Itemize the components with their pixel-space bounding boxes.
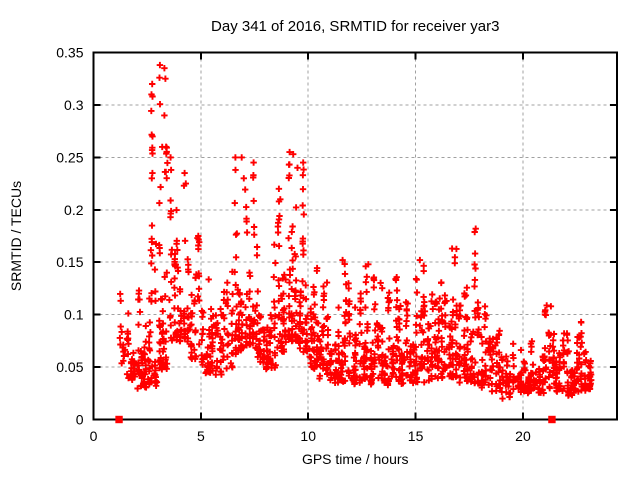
- tick-labels: 0 5 10 15 20 0 0.05 0.1 0.15 0.2 0.25 0.3 0.35: [56, 45, 531, 445]
- y-tick-label: 0.3: [64, 97, 84, 113]
- plot-frame: [92, 51, 618, 421]
- x-tick-label: 20: [515, 428, 531, 444]
- flag-square: [548, 415, 556, 424]
- axis-ticks: [92, 51, 617, 421]
- y-tick-label: 0.15: [56, 254, 83, 270]
- chart-title: Day 341 of 2016, SRMTID for receiver yar…: [211, 18, 499, 35]
- y-axis-label: SRMTID / TECUs: [8, 181, 24, 291]
- x-tick-label: 10: [300, 428, 316, 444]
- grid-lines: [93, 52, 617, 420]
- scatter-plus-markers: [116, 61, 595, 402]
- y-tick-label: 0.1: [64, 307, 84, 323]
- flag-square: [115, 415, 123, 424]
- x-tick-label: 15: [408, 428, 424, 444]
- scatter-series-srmtid: [116, 61, 595, 402]
- y-tick-label: 0: [76, 412, 84, 428]
- y-tick-label: 0.2: [64, 202, 84, 218]
- x-axis-label: GPS time / hours: [302, 451, 409, 467]
- x-tick-label: 5: [197, 428, 205, 444]
- x-tick-label: 0: [90, 428, 98, 444]
- y-tick-label: 0.35: [56, 45, 83, 61]
- flag-square-markers: [115, 415, 556, 424]
- y-tick-label: 0.25: [56, 149, 83, 165]
- y-tick-label: 0.05: [56, 359, 83, 375]
